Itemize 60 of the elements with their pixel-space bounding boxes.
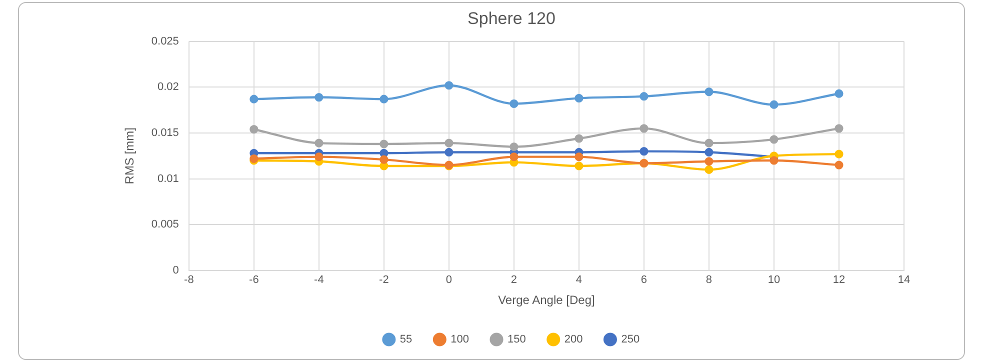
y-tick-label: 0.005: [151, 218, 179, 231]
point: [834, 124, 844, 133]
point: [510, 142, 518, 152]
legend-label: 150: [508, 334, 526, 346]
x-tick-label: 14: [898, 274, 910, 286]
x-tick-label: 6: [640, 274, 648, 286]
point: [250, 94, 258, 104]
point: [834, 89, 844, 98]
point: [250, 125, 258, 134]
x-tick-label: 12: [832, 274, 846, 286]
point: [380, 140, 388, 148]
point: [380, 155, 388, 164]
point: [444, 81, 454, 90]
y-tick-label: 0.02: [158, 81, 179, 94]
point: [770, 156, 778, 165]
point: [574, 94, 584, 102]
point: [704, 87, 714, 96]
point: [574, 134, 584, 143]
legend-label: 55: [400, 334, 412, 346]
x-tick-label: -4: [314, 274, 324, 286]
x-axis-title: Verge Angle [Deg]: [498, 293, 595, 308]
x-tick-label: -2: [379, 274, 389, 286]
point: [770, 100, 778, 109]
point: [704, 157, 714, 166]
point: [380, 148, 388, 158]
point: [510, 99, 518, 108]
y-tick-label: 0.01: [158, 172, 179, 185]
point: [704, 165, 714, 174]
legend-label: 200: [564, 334, 583, 346]
point: [444, 148, 454, 157]
x-tick-label: -6: [249, 274, 259, 286]
point: [640, 124, 648, 133]
y-tick-label: 0.015: [151, 127, 179, 140]
point: [314, 152, 324, 162]
point: [380, 94, 388, 104]
y-tick-label: 0: [172, 264, 179, 276]
point: [444, 138, 454, 148]
x-tick-label: 2: [510, 274, 518, 286]
point: [640, 147, 648, 156]
point: [314, 92, 324, 102]
x-tick-label: -8: [184, 274, 194, 286]
legend-label: 250: [621, 334, 640, 346]
x-tick-label: 10: [768, 274, 780, 286]
x-tick-label: 8: [706, 274, 712, 286]
point: [704, 148, 714, 157]
legend-label: 100: [450, 334, 470, 346]
point: [704, 138, 714, 148]
y-tick-label: 0.025: [151, 35, 179, 48]
point: [510, 152, 518, 162]
chart-title: Sphere 120: [468, 8, 556, 28]
point: [834, 150, 844, 158]
point: [834, 160, 844, 170]
point: [574, 152, 584, 162]
x-tick-label: 4: [576, 274, 582, 286]
point: [314, 138, 324, 148]
point: [640, 92, 648, 101]
point: [770, 135, 778, 144]
point: [574, 162, 584, 170]
y-axis-title: RMS [mm]: [122, 128, 137, 184]
x-tick-label: 0: [446, 274, 452, 286]
